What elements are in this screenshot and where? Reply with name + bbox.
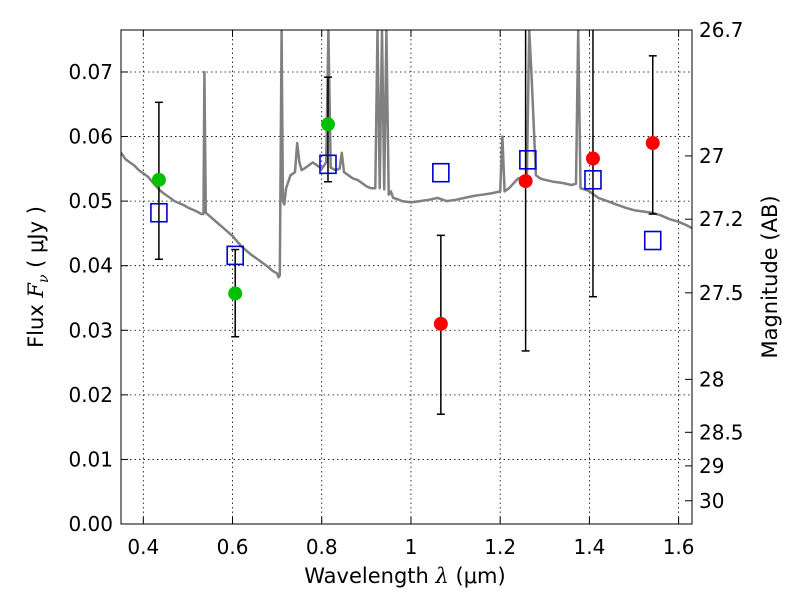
y-tick-label: 0.05 bbox=[68, 189, 113, 213]
model-square-point bbox=[319, 154, 337, 175]
green-data-point bbox=[320, 117, 335, 132]
model-square-point bbox=[584, 170, 602, 190]
x-tick-label: 0.4 bbox=[127, 535, 159, 559]
model-square-point bbox=[432, 162, 450, 183]
right-tick-label: 29 bbox=[699, 454, 724, 478]
right-tick-label: 27 bbox=[699, 144, 724, 168]
right-tick-label: 27.5 bbox=[699, 281, 744, 305]
x-axis-title: Wavelength λ (μm) bbox=[304, 564, 505, 588]
y-tick-label: 0.01 bbox=[68, 447, 113, 471]
y-tick-label: 0.06 bbox=[68, 125, 113, 149]
right-tick-label: 28 bbox=[699, 367, 724, 391]
model-spectrum-layer bbox=[121, 30, 692, 279]
green-data-point bbox=[151, 172, 166, 187]
y-axis-title: Flux Fν ( μJy ) bbox=[24, 206, 52, 348]
y-tick-label: 0.04 bbox=[68, 254, 113, 278]
grid bbox=[121, 30, 692, 525]
y-tick-label: 0.07 bbox=[68, 60, 113, 84]
red-data-point bbox=[518, 174, 533, 189]
right-tick-label: 30 bbox=[699, 489, 724, 513]
x-tick-label: 0.6 bbox=[217, 535, 249, 559]
right-tick-labels: 26.7 27 27.2 27.5 28 28.5 29 30 bbox=[699, 18, 744, 513]
right-tick-label: 26.7 bbox=[699, 18, 744, 42]
x-tick-label: 0.8 bbox=[306, 535, 338, 559]
model-square-point bbox=[150, 202, 168, 223]
y-tick-label: 0.00 bbox=[68, 512, 113, 536]
x-tick-label: 1.4 bbox=[573, 535, 605, 559]
red-data-point bbox=[585, 151, 600, 166]
x-tick-label: 1.6 bbox=[663, 535, 695, 559]
marker-layer bbox=[150, 117, 662, 331]
model-square-point bbox=[519, 149, 537, 170]
right-tick-label: 27.2 bbox=[699, 207, 744, 231]
model-spectrum-line bbox=[121, 30, 692, 279]
y-tick-label: 0.02 bbox=[68, 383, 113, 407]
x-tick-label: 1.2 bbox=[484, 535, 516, 559]
green-data-point bbox=[228, 286, 243, 301]
red-data-point bbox=[433, 316, 448, 331]
y-tick-label: 0.03 bbox=[68, 318, 113, 342]
x-tick-labels: 0.4 0.6 0.8 1 1.2 1.4 1.6 bbox=[127, 535, 694, 559]
model-square-point bbox=[643, 230, 662, 251]
red-data-point bbox=[645, 136, 660, 151]
plot-frame bbox=[120, 29, 693, 525]
right-axis-title: Magnitude (AB) bbox=[758, 195, 782, 358]
x-tick-label: 1 bbox=[405, 535, 418, 559]
errorbar-layer bbox=[154, 30, 657, 415]
y-tick-labels: 0.00 0.01 0.02 0.03 0.04 0.05 0.06 0.07 bbox=[68, 60, 113, 536]
right-tick-label: 28.5 bbox=[699, 420, 744, 444]
model-square-point bbox=[226, 245, 244, 266]
ticks bbox=[121, 29, 692, 525]
